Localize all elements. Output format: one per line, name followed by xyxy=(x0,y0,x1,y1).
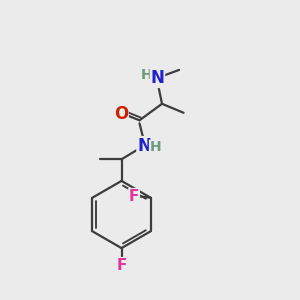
Text: O: O xyxy=(114,105,128,123)
Text: F: F xyxy=(129,189,139,204)
Text: H: H xyxy=(141,68,153,82)
Text: F: F xyxy=(116,258,127,273)
Text: N: N xyxy=(137,137,151,155)
Text: H: H xyxy=(150,140,161,154)
Text: N: N xyxy=(151,69,164,87)
